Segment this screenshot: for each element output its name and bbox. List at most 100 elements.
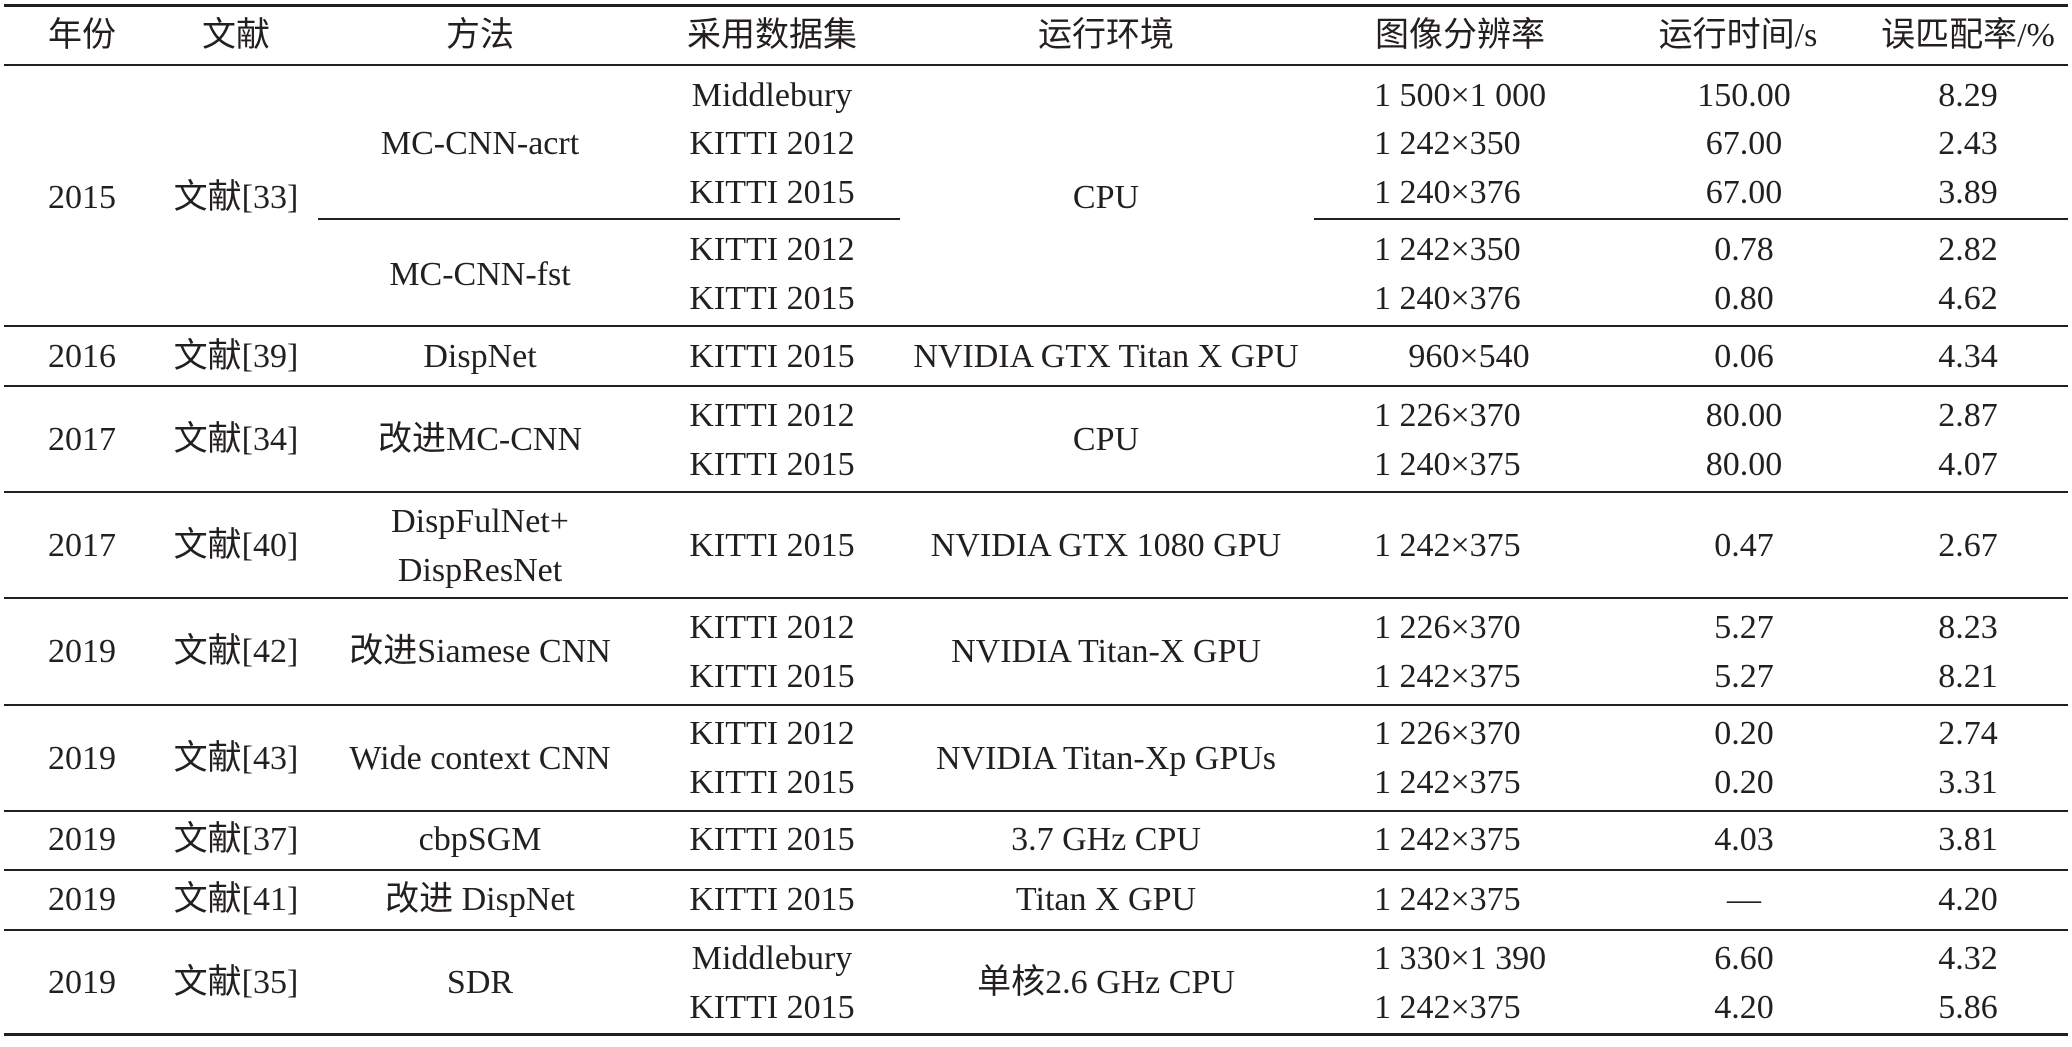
- cell-resolution: 1 242×375: [1374, 881, 1521, 918]
- header-runtime: 运行时间/s: [1658, 17, 1818, 54]
- cell-environment: 单核2.6 GHz CPU: [977, 964, 1235, 1001]
- cell-runtime: 150.00: [1697, 77, 1791, 114]
- group-rule: [4, 810, 2068, 812]
- cell-reference: 文献[37]: [173, 821, 299, 858]
- cell-method: MC-CNN-fst: [389, 256, 571, 293]
- cell-runtime: 67.00: [1705, 125, 1783, 162]
- cell-runtime: 80.00: [1705, 397, 1783, 434]
- cell-reference: 文献[34]: [173, 421, 299, 458]
- cell-resolution: 1 240×376: [1374, 174, 1521, 211]
- cell-runtime: 4.20: [1714, 989, 1774, 1026]
- cell-error-rate: 4.07: [1938, 446, 1998, 483]
- cell-resolution: 1 242×375: [1374, 527, 1521, 564]
- cell-runtime: 5.27: [1714, 609, 1774, 646]
- cell-dataset: KITTI 2015: [689, 881, 855, 918]
- cell-dataset: Middlebury: [691, 940, 853, 977]
- cell-environment: CPU: [1072, 179, 1140, 216]
- cell-runtime: 0.06: [1714, 338, 1774, 375]
- header-environment: 运行环境: [1038, 17, 1174, 54]
- cell-runtime: 6.60: [1714, 940, 1774, 977]
- cell-runtime: 0.78: [1714, 231, 1774, 268]
- cell-error-rate: 4.20: [1938, 881, 1998, 918]
- header-dataset: 采用数据集: [687, 17, 857, 54]
- cell-resolution: 1 242×375: [1374, 821, 1521, 858]
- cell-runtime: —: [1727, 881, 1761, 918]
- cell-method: Wide context CNN: [349, 740, 611, 777]
- cell-resolution: 1 240×376: [1374, 280, 1521, 317]
- cell-year: 2017: [48, 421, 116, 458]
- cell-year: 2019: [48, 740, 116, 777]
- cell-reference: 文献[40]: [173, 527, 299, 564]
- cell-year: 2015: [48, 179, 116, 216]
- cell-runtime: 0.47: [1714, 527, 1774, 564]
- cell-method: 改进Siamese CNN: [349, 633, 611, 670]
- cell-dataset: KITTI 2012: [689, 715, 855, 752]
- cell-dataset: KITTI 2012: [689, 231, 855, 268]
- cell-environment: 3.7 GHz CPU: [1011, 821, 1201, 858]
- header-rule: [4, 64, 2068, 66]
- cell-runtime: 0.20: [1714, 715, 1774, 752]
- method-divider-left: [318, 218, 900, 220]
- cell-runtime: 0.80: [1714, 280, 1774, 317]
- cell-method: DispFulNet+: [391, 503, 569, 540]
- cell-reference: 文献[43]: [173, 740, 299, 777]
- cell-year: 2016: [48, 338, 116, 375]
- group-rule: [4, 869, 2068, 871]
- cell-error-rate: 3.89: [1938, 174, 1998, 211]
- cell-resolution: 1 226×370: [1374, 609, 1521, 646]
- cell-dataset: KITTI 2012: [689, 609, 855, 646]
- method-divider-right: [1314, 218, 2068, 220]
- cell-dataset: KITTI 2015: [689, 527, 855, 564]
- cell-method-line2: DispResNet: [397, 552, 563, 589]
- cell-error-rate: 2.74: [1938, 715, 1998, 752]
- table-bottom-rule: [4, 1033, 2068, 1036]
- group-rule: [4, 385, 2068, 387]
- cell-environment: CPU: [1072, 421, 1140, 458]
- cell-environment: NVIDIA GTX 1080 GPU: [930, 527, 1282, 564]
- cell-dataset: KITTI 2015: [689, 338, 855, 375]
- cell-dataset: KITTI 2015: [689, 764, 855, 801]
- cell-error-rate: 2.43: [1938, 125, 1998, 162]
- cell-dataset: KITTI 2015: [689, 658, 855, 695]
- cell-reference: 文献[42]: [173, 633, 299, 670]
- cell-year: 2019: [48, 964, 116, 1001]
- cell-environment: NVIDIA Titan-Xp GPUs: [935, 740, 1277, 777]
- header-method: 方法: [446, 17, 514, 54]
- cell-method: cbpSGM: [418, 821, 542, 858]
- cell-error-rate: 2.67: [1938, 527, 1998, 564]
- cell-resolution: 1 500×1 000: [1374, 77, 1547, 114]
- table-top-rule: [4, 4, 2068, 7]
- cell-method: 改进MC-CNN: [377, 421, 583, 458]
- cell-dataset: KITTI 2012: [689, 125, 855, 162]
- cell-environment: NVIDIA GTX Titan X GPU: [913, 338, 1299, 375]
- cell-error-rate: 2.87: [1938, 397, 1998, 434]
- cell-method: 改进 DispNet: [385, 881, 575, 918]
- cell-dataset: KITTI 2015: [689, 446, 855, 483]
- cell-environment: Titan X GPU: [1015, 881, 1197, 918]
- cell-error-rate: 3.31: [1938, 764, 1998, 801]
- cell-error-rate: 4.62: [1938, 280, 1998, 317]
- cell-year: 2019: [48, 821, 116, 858]
- cell-dataset: KITTI 2012: [689, 397, 855, 434]
- cell-resolution: 1 226×370: [1374, 715, 1521, 752]
- header-resolution: 图像分辨率: [1375, 17, 1545, 54]
- cell-reference: 文献[35]: [173, 964, 299, 1001]
- cell-year: 2019: [48, 633, 116, 670]
- cell-method: MC-CNN-acrt: [380, 125, 580, 162]
- cell-runtime: 0.20: [1714, 764, 1774, 801]
- header-error-rate: 误匹配率/%: [1881, 17, 2055, 54]
- cell-resolution: 1 330×1 390: [1374, 940, 1547, 977]
- cell-resolution: 1 242×375: [1374, 989, 1521, 1026]
- cell-dataset: KITTI 2015: [689, 174, 855, 211]
- cell-resolution: 1 242×350: [1374, 125, 1521, 162]
- cell-error-rate: 3.81: [1938, 821, 1998, 858]
- cell-error-rate: 4.34: [1938, 338, 1998, 375]
- cell-resolution: 1 242×375: [1374, 658, 1521, 695]
- header-reference: 文献: [202, 17, 270, 54]
- cell-environment: NVIDIA Titan-X GPU: [951, 633, 1261, 670]
- group-rule: [4, 597, 2068, 599]
- cell-year: 2017: [48, 527, 116, 564]
- cell-dataset: KITTI 2015: [689, 821, 855, 858]
- cell-error-rate: 5.86: [1938, 989, 1998, 1026]
